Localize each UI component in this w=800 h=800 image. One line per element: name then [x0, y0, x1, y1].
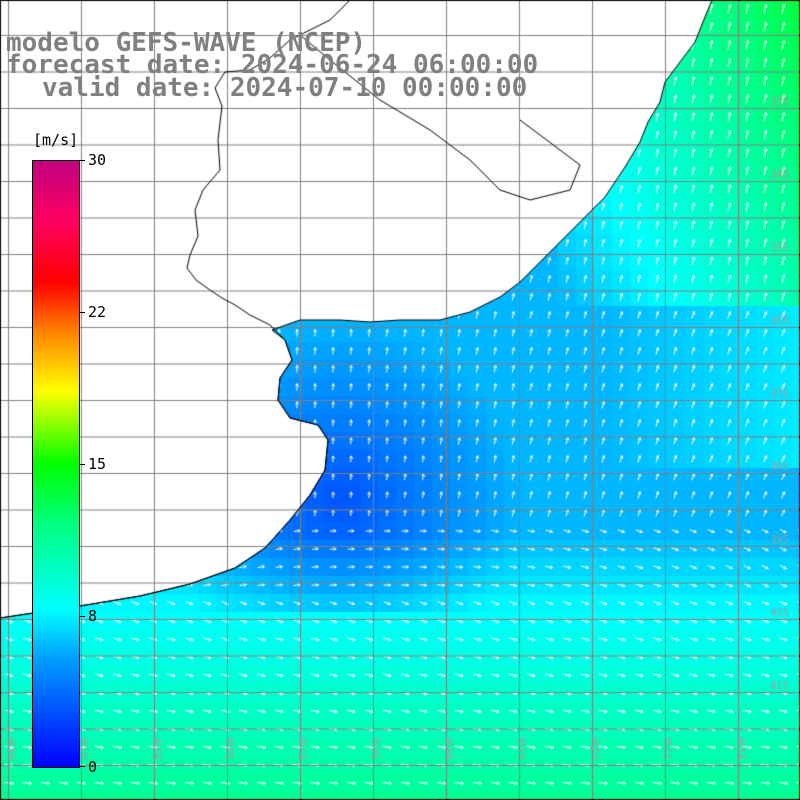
- colorbar-tick-mark: [79, 766, 85, 767]
- colorbar-tick-label: 0: [88, 758, 98, 776]
- map-title: modelo GEFS-WAVE (NCEP): [6, 28, 367, 58]
- colorbar-tick-label: 8: [88, 607, 98, 625]
- colorbar-tick-label: 15: [88, 455, 107, 473]
- forecast-date: forecast date: 2024-06-24 06:00:00: [6, 50, 539, 80]
- valid-date: valid date: 2024-07-10 00:00:00: [42, 73, 528, 103]
- colorbar-tick-mark: [79, 616, 85, 617]
- colorbar-tick-label: 30: [88, 151, 107, 169]
- colorbar-tick-label: 22: [88, 303, 107, 321]
- colorbar-tick-mark: [79, 312, 85, 313]
- colorbar-unit: [m/s]: [33, 131, 79, 149]
- colorbar-gradient: [33, 161, 79, 767]
- colorbar: [32, 160, 80, 768]
- colorbar-tick-mark: [79, 160, 85, 161]
- colorbar-tick-mark: [79, 464, 85, 465]
